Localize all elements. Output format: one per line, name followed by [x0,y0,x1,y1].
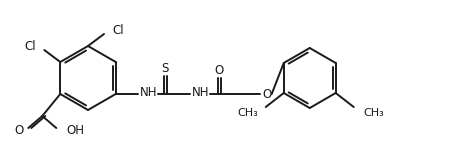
Text: O: O [14,125,23,137]
Text: CH₃: CH₃ [364,108,384,118]
Text: Cl: Cl [112,24,124,36]
Text: O: O [214,64,223,76]
Text: NH: NH [140,86,157,100]
Text: Cl: Cl [25,40,37,52]
Text: O: O [262,88,271,100]
Text: NH: NH [192,86,210,100]
Text: S: S [161,61,168,75]
Text: CH₃: CH₃ [237,108,258,118]
Text: OH: OH [66,124,84,137]
